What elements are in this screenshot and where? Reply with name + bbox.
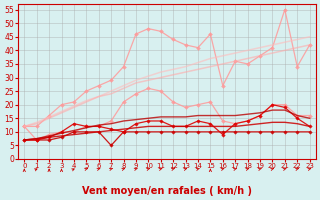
X-axis label: Vent moyen/en rafales ( km/h ): Vent moyen/en rafales ( km/h ) (82, 186, 252, 196)
